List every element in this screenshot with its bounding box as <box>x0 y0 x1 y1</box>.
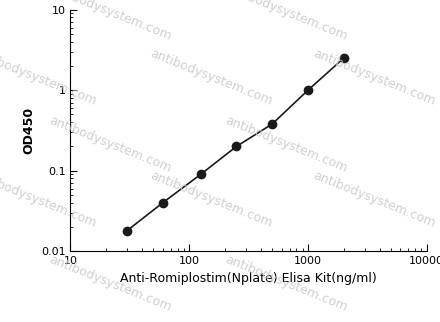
Text: antibodysystem.com: antibodysystem.com <box>311 169 437 230</box>
Text: antibodysystem.com: antibodysystem.com <box>148 169 274 230</box>
Text: antibodysystem.com: antibodysystem.com <box>223 114 349 175</box>
Text: antibodysystem.com: antibodysystem.com <box>47 114 173 175</box>
Y-axis label: OD450: OD450 <box>22 107 35 154</box>
Text: antibodysystem.com: antibodysystem.com <box>311 47 437 108</box>
X-axis label: Anti-Romiplostim(Nplate) Elisa Kit(ng/ml): Anti-Romiplostim(Nplate) Elisa Kit(ng/ml… <box>120 271 377 285</box>
Text: antibodysystem.com: antibodysystem.com <box>223 0 349 43</box>
Text: antibodysystem.com: antibodysystem.com <box>223 253 349 314</box>
Text: antibodysystem.com: antibodysystem.com <box>0 169 98 230</box>
Text: antibodysystem.com: antibodysystem.com <box>47 0 173 43</box>
Text: antibodysystem.com: antibodysystem.com <box>47 253 173 314</box>
Text: antibodysystem.com: antibodysystem.com <box>0 47 98 108</box>
Text: antibodysystem.com: antibodysystem.com <box>148 47 274 108</box>
